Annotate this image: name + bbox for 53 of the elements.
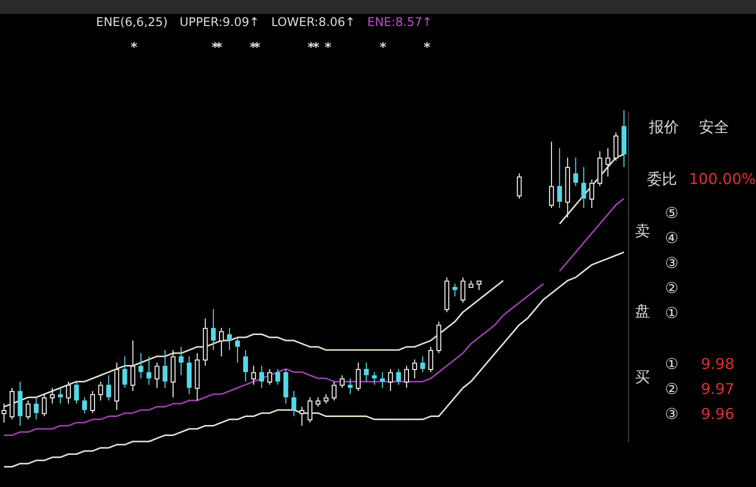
text: 安全: [699, 118, 729, 137]
text: ③: [665, 405, 678, 423]
candlestick: [227, 327, 232, 351]
text: UPPER:9.09↑: [180, 15, 260, 29]
candlestick: [74, 381, 79, 404]
candlestick: [396, 368, 401, 386]
text: ①: [665, 304, 678, 322]
candlestick: [581, 166, 586, 209]
candlestick: [106, 374, 112, 401]
candlestick: [138, 352, 144, 379]
text: 盘: [635, 302, 650, 321]
candlestick: [372, 372, 377, 386]
candlestick: [259, 365, 264, 388]
candlestick: [380, 372, 385, 388]
candlestick: [622, 110, 626, 168]
candlestick: [146, 356, 152, 386]
text: ③: [665, 254, 678, 272]
text: LOWER:8.06↑: [271, 15, 356, 29]
candlestick: [235, 336, 240, 364]
text: 9.97: [701, 380, 734, 398]
text: 100.00%: [689, 170, 756, 188]
candlestick: [364, 362, 369, 382]
candlestick: [452, 283, 458, 297]
text: ENE(6,6,25): [96, 15, 168, 29]
candlestick: [420, 356, 426, 373]
candlestick: [122, 356, 128, 388]
candlestick: [348, 378, 353, 395]
text: ①: [665, 355, 678, 373]
text: ENE:8.57↑: [367, 15, 432, 29]
candlestick: [162, 350, 168, 388]
text: 报价: [649, 118, 679, 137]
candlestick: [210, 308, 216, 351]
candlestick: [34, 396, 39, 420]
text: 委比: [647, 170, 677, 189]
text: ⑤: [665, 204, 678, 222]
candlestick: [186, 356, 192, 395]
text: 9.96: [701, 405, 734, 423]
candlestick: [178, 346, 184, 376]
candlestick: [291, 390, 296, 417]
text: 9.98: [701, 355, 734, 373]
text: ②: [665, 279, 678, 297]
text: 买: [635, 368, 650, 387]
candlestick: [557, 148, 562, 209]
candlestick: [18, 381, 23, 426]
candlestick: [283, 368, 288, 404]
text: 卖: [635, 222, 650, 241]
candlestick: [275, 368, 280, 386]
candlestick: [573, 157, 578, 186]
text: ②: [665, 380, 678, 398]
text: ④: [665, 229, 678, 247]
candlestick: [58, 387, 63, 404]
candlestick: [82, 396, 87, 414]
candlestick: [243, 350, 248, 382]
